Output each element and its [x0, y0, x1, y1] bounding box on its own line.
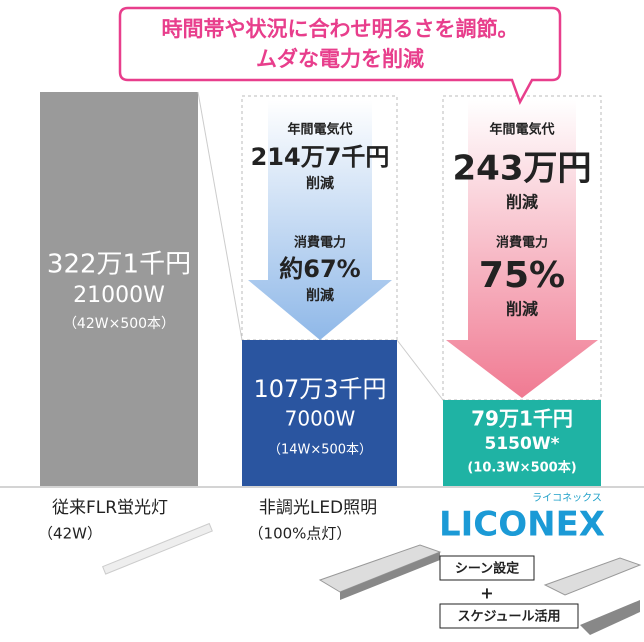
arrow-power: 約67% — [279, 255, 360, 283]
arrow-note: 削減 — [306, 287, 334, 304]
bar-detail: （42W×500本） — [63, 316, 175, 332]
bar-liconex — [443, 400, 601, 486]
arrow-title: 年間電気代 — [489, 122, 554, 138]
feature: シーン設定 — [455, 561, 519, 577]
column-label: 非調光LED照明 — [259, 498, 377, 518]
arrow-note: 削減 — [506, 193, 538, 212]
arrow-title: 消費電力 — [496, 235, 548, 251]
feature-box — [439, 603, 579, 629]
arrow-blue — [248, 100, 392, 340]
bar-cost: 79万1千円 — [471, 407, 573, 431]
feature: スケジュール活用 — [457, 609, 560, 625]
callout-text: 時間帯や状況に合わせ明るさを調節。 — [162, 17, 519, 41]
arrow-title: 消費電力 — [294, 235, 346, 251]
column-label: 従来FLR蛍光灯 — [52, 498, 168, 518]
callout-text: ムダな電力を削減 — [256, 47, 424, 71]
arrow-note: 削減 — [306, 175, 334, 192]
column-sublabel: （100%点灯） — [249, 525, 352, 543]
arrow-cost: 214万7千円 — [251, 143, 390, 171]
led-fixture — [543, 557, 642, 635]
feature-box — [439, 555, 535, 581]
guide — [197, 91, 243, 341]
bar-power: 7000W — [285, 407, 356, 431]
bar-detail: （14W×500本） — [268, 443, 372, 458]
arrow-title: 年間電気代 — [287, 122, 352, 138]
bar-power: 21000W — [73, 283, 165, 308]
tube-lamp — [102, 522, 213, 575]
arrow-note: 削減 — [506, 300, 538, 319]
bar-power: 5150W* — [485, 434, 560, 454]
plus: + — [480, 584, 493, 603]
arrow-power: 75% — [479, 255, 565, 296]
guide — [396, 339, 444, 401]
logo: LICONEX — [439, 505, 605, 545]
arrow-pink — [446, 100, 598, 398]
bar-conventional — [40, 92, 198, 486]
bar-detail: (10.3W×500本) — [467, 460, 576, 476]
arrow-cost: 243万円 — [453, 149, 592, 189]
column-sublabel: （42W） — [38, 525, 102, 543]
logo-kana: ライコネックス — [532, 492, 602, 504]
led-fixture — [318, 544, 442, 600]
callout-bubble — [118, 6, 562, 106]
bar-cost: 322万1千円 — [47, 250, 191, 280]
bar-cost: 107万3千円 — [253, 375, 386, 403]
bar-led — [242, 340, 397, 486]
